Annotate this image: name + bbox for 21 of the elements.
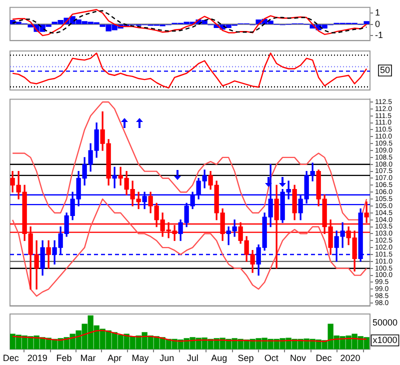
y-tick-label: -1 [375, 30, 384, 40]
x-tick-label: 2019 [27, 353, 48, 364]
x-tick-label: Oct [264, 353, 279, 364]
bar [364, 21, 370, 24]
x-tick-label: Dec [316, 353, 332, 364]
x-tick-label: 2020 [340, 353, 360, 364]
x-tick-label: Jul [186, 353, 198, 364]
x-tick-label: Nov [290, 353, 306, 364]
y-tick-label: 1 [375, 8, 380, 18]
x-tick-label: Mar [80, 353, 96, 364]
x-tick-label: Sep [238, 353, 254, 364]
text: 50 [380, 64, 390, 75]
x-tick-label: Apr [108, 353, 122, 364]
x-tick-label: May [132, 353, 150, 364]
y-tick-label: 0 [375, 18, 380, 29]
x-tick-label: Feb [56, 353, 72, 364]
text: 50000 [372, 317, 398, 328]
x-tick-label: Jun [160, 353, 174, 364]
x-tick-label: Aug [211, 353, 228, 364]
x-tick-label: Dec [2, 353, 20, 364]
text: x1000 [372, 334, 398, 345]
